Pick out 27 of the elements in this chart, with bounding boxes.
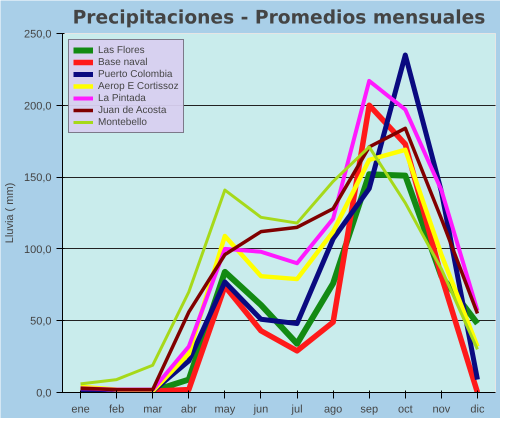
x-tick-label: ene bbox=[71, 404, 90, 416]
y-tick-label: 50,0 bbox=[30, 316, 52, 328]
x-tick-label: mar bbox=[143, 404, 163, 416]
x-tick-label: feb bbox=[108, 404, 124, 416]
x-tick-label: sep bbox=[360, 404, 378, 416]
x-tick-label: jul bbox=[290, 404, 303, 416]
legend-label: Montebello bbox=[98, 116, 147, 128]
legend-label: Puerto Colombia bbox=[98, 68, 172, 80]
legend-label: Base naval bbox=[98, 56, 148, 68]
x-tick-label: oct bbox=[398, 404, 413, 416]
x-tick-label: nov bbox=[432, 404, 451, 416]
x-tick-label: may bbox=[214, 404, 236, 416]
y-tick-label: 250,0 bbox=[24, 28, 52, 40]
legend-label: Las Flores bbox=[98, 44, 145, 56]
legend-label: La Pintada bbox=[98, 92, 146, 104]
x-tick-label: jun bbox=[252, 404, 268, 416]
y-axis-title: Lluvia ( mm) bbox=[4, 182, 16, 244]
y-tick-label: 100,0 bbox=[24, 244, 52, 256]
y-tick-label: 150,0 bbox=[24, 172, 52, 184]
x-tick-label: abr bbox=[180, 404, 198, 416]
x-tick-label: ago bbox=[324, 404, 342, 416]
legend-label: Aerop E Cortissoz bbox=[98, 80, 179, 92]
chart-title: Precipitaciones - Promedios mensuales bbox=[72, 8, 486, 28]
x-tick-label: dic bbox=[470, 404, 485, 416]
y-tick-label: 200,0 bbox=[24, 100, 52, 112]
y-tick-label: 0,0 bbox=[36, 388, 52, 400]
legend-label: Juan de Acosta bbox=[98, 104, 166, 116]
